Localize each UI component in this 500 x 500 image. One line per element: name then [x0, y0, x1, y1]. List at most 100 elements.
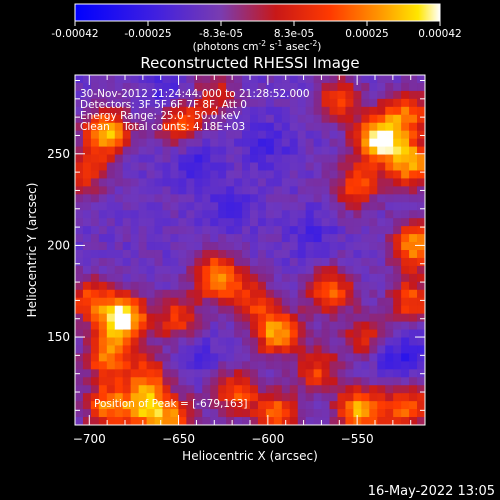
- heatmap-cell: [305, 289, 315, 299]
- heatmap-cell: [234, 210, 243, 219]
- heatmap-cell: [178, 186, 187, 195]
- heatmap-cell: [146, 297, 155, 307]
- heatmap-cell: [242, 154, 251, 163]
- heatmap-cell: [234, 130, 243, 140]
- heatmap-cell: [130, 321, 140, 330]
- heatmap-cell: [226, 401, 235, 410]
- heatmap-cell: [265, 329, 275, 338]
- heatmap-cell: [329, 242, 338, 251]
- heatmap-cell: [122, 98, 132, 108]
- heatmap-cell: [273, 329, 283, 338]
- heatmap-cell: [257, 146, 267, 155]
- heatmap-cell: [337, 289, 346, 299]
- heatmap-cell: [401, 329, 410, 338]
- heatmap-cell: [353, 234, 362, 243]
- heatmap-cell: [297, 289, 307, 299]
- heatmap-cell: [257, 289, 267, 299]
- heatmap-cell: [106, 210, 116, 219]
- heatmap-cell: [257, 202, 267, 211]
- heatmap-cell: [353, 154, 362, 163]
- heatmap-cell: [218, 257, 227, 267]
- heatmap-cell: [250, 345, 259, 354]
- heatmap-cell: [385, 337, 394, 346]
- heatmap-cell: [289, 417, 299, 425]
- heatmap-cell: [178, 82, 187, 92]
- heatmap-cell: [281, 337, 291, 346]
- heatmap-cell: [313, 194, 322, 203]
- heatmap-cell: [369, 122, 378, 132]
- heatmap-cell: [353, 106, 362, 116]
- heatmap-cell: [162, 122, 171, 132]
- heatmap-cell: [345, 226, 354, 235]
- heatmap-cell: [154, 202, 163, 211]
- heatmap-cell: [393, 353, 402, 362]
- heatmap-cell: [385, 257, 394, 267]
- heatmap-cell: [393, 210, 402, 219]
- heatmap-cell: [281, 122, 291, 132]
- heatmap-cell: [273, 345, 283, 354]
- heatmap-cell: [146, 417, 155, 425]
- heatmap-cell: [146, 385, 155, 394]
- heatmap-cell: [401, 417, 410, 425]
- heatmap-cell: [305, 138, 315, 147]
- heatmap-cell: [250, 305, 259, 315]
- heatmap-cell: [250, 82, 259, 92]
- heatmap-cell: [242, 361, 251, 370]
- heatmap-cell: [417, 281, 425, 291]
- heatmap-cell: [265, 234, 275, 243]
- heatmap-cell: [250, 385, 259, 394]
- heatmap-cell: [321, 257, 330, 267]
- heatmap-cell: [305, 313, 315, 322]
- heatmap-cell: [210, 170, 219, 179]
- heatmap-cell: [329, 321, 338, 330]
- heatmap-cell: [297, 273, 307, 283]
- x-tick-label: −700: [73, 432, 106, 446]
- heatmap-cell: [130, 98, 140, 108]
- heatmap-cell: [98, 130, 108, 140]
- heatmap-cell: [154, 281, 163, 291]
- heatmap-cell: [361, 90, 370, 100]
- heatmap-cell: [297, 377, 307, 386]
- heatmap-cell: [313, 353, 322, 362]
- heatmap-cell: [122, 401, 132, 410]
- heatmap-cell: [297, 210, 307, 219]
- heatmap-cell: [297, 90, 307, 100]
- heatmap-cell: [273, 106, 283, 116]
- heatmap-cell: [122, 138, 132, 147]
- heatmap-cell: [281, 82, 291, 92]
- heatmap-cell: [210, 337, 219, 346]
- heatmap-cell: [305, 242, 315, 251]
- x-tick-label: −600: [251, 432, 284, 446]
- heatmap-cell: [122, 226, 132, 235]
- heatmap-cell: [106, 106, 116, 116]
- heatmap-cell: [337, 385, 346, 394]
- heatmap-cell: [250, 122, 259, 132]
- heatmap-cell: [273, 82, 283, 92]
- heatmap-cell: [75, 409, 84, 418]
- heatmap-cell: [329, 345, 338, 354]
- heatmap-cell: [345, 393, 354, 402]
- heatmap-cell: [146, 329, 155, 338]
- heatmap-cell: [385, 170, 394, 179]
- heatmap-cell: [401, 257, 410, 267]
- heatmap-cell: [130, 361, 140, 370]
- heatmap-cell: [329, 377, 338, 386]
- heatmap-cell: [281, 130, 291, 140]
- heatmap-cell: [242, 393, 251, 402]
- heatmap-cell: [138, 82, 147, 92]
- heatmap-cell: [194, 75, 203, 84]
- heatmap-cell: [138, 162, 147, 171]
- heatmap-cell: [265, 273, 275, 283]
- heatmap-cell: [114, 393, 124, 402]
- heatmap-cell: [409, 194, 418, 203]
- heatmap-cell: [313, 385, 322, 394]
- heatmap-cell: [218, 321, 227, 330]
- heatmap-cell: [178, 178, 187, 187]
- heatmap-cell: [353, 82, 362, 92]
- heatmap-cell: [289, 170, 299, 179]
- heatmap-cell: [82, 273, 92, 283]
- heatmap-cell: [313, 409, 322, 418]
- heatmap-cell: [218, 242, 227, 251]
- heatmap-cell: [170, 409, 179, 418]
- heatmap-cell: [210, 377, 219, 386]
